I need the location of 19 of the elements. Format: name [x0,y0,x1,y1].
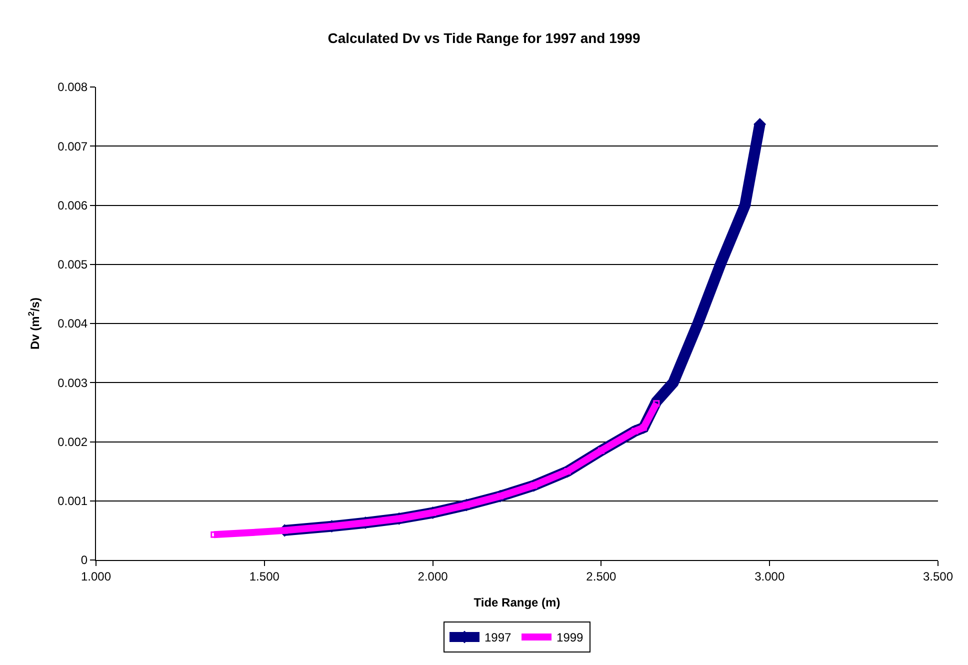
y-tick-label: 0.003 [58,376,88,390]
x-tick-label: 1.000 [80,569,112,584]
y-tick-label: 0.004 [58,316,88,331]
y-tick-label: 0.002 [58,434,88,449]
x-tick-label: 2.000 [418,569,448,584]
y-tick-label: 0.008 [58,80,88,94]
y-tick-label: 0.001 [58,494,88,508]
y-tick-label: 0.005 [58,258,88,272]
x-tick-label: 2.500 [586,569,617,584]
legend-label: 1997 [484,630,512,645]
y-tick-label: 0 [80,553,88,568]
legend-label: 1999 [556,630,584,645]
y-tick-label: 0.007 [58,139,88,154]
x-tick-label: 3.500 [922,569,954,584]
x-tick-label: 3.000 [754,569,785,584]
chart-title: Calculated Dv vs Tide Range for 1997 and 1999 [328,30,640,46]
x-tick-label: 1.500 [249,569,280,584]
y-tick-label: 0.006 [58,198,88,212]
x-axis-title: Tide Range (m) [474,595,560,610]
